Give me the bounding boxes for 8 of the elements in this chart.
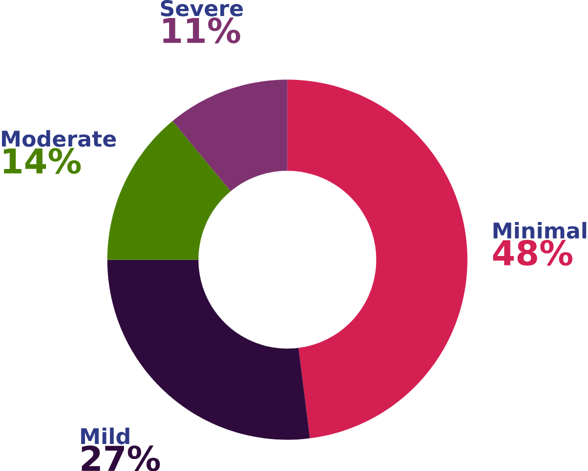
slice-label: Minimal [494, 222, 586, 239]
data-label: 48% [493, 240, 572, 266]
data-label: 11% [163, 17, 240, 44]
slice-label: Severe [161, 0, 243, 16]
slice-label: Moderate [2, 130, 116, 147]
data-label: 14% [4, 148, 81, 174]
slice-label: Mild [81, 427, 130, 444]
data-label: 27% [82, 445, 160, 471]
